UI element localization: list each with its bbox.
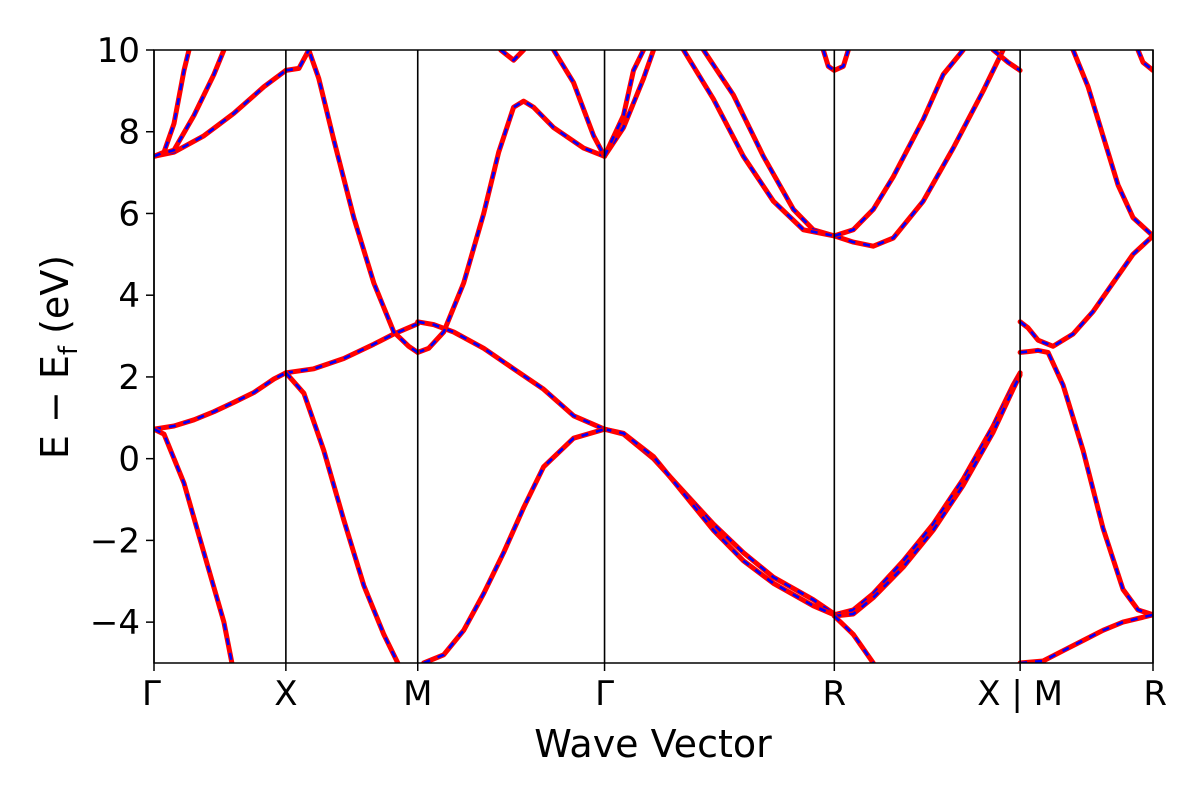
y-ticks: −4 −2 0 2 4 6 8 10 [90,31,154,643]
band-24-solid [831,50,966,239]
band-17-dashed [499,50,525,62]
band-14-solid [154,50,227,159]
band-24-dashed [833,50,965,238]
band-2-dashed [417,320,606,431]
band-15-solid [154,50,192,159]
y-tick-label-3: 2 [118,358,140,398]
x-tick-label-6: R [1143,674,1167,714]
band-27-dashed [1019,234,1153,348]
band-16-dashed [285,50,310,72]
band-6-solid [831,372,1023,619]
y-axis-label-main: E − E [33,355,77,459]
band-7-dashed [833,615,875,663]
band-19-dashed [603,50,655,158]
band-1-dashed [285,322,419,375]
x-tick-label-3: Γ [595,674,614,714]
band-27-solid [1017,233,1153,349]
bands-layer [154,50,1153,663]
x-ticks: Γ X M Γ R X | M R [142,663,1167,714]
band-18-solid [551,50,607,159]
band-2-solid [415,319,607,432]
band-7-solid [831,613,876,663]
y-tick-label-1: −2 [90,521,140,561]
band-28-dashed [1019,349,1153,617]
band-9-solid [283,370,401,663]
x-tick-label-4: R [823,674,847,714]
band-25-solid [820,50,851,73]
band-0-solid [154,370,289,432]
y-tick-label-2: 0 [118,440,140,480]
y-tick-label-7: 10 [97,31,140,71]
plot-frame [153,49,1154,664]
y-tick-label-5: 6 [118,194,140,234]
y-axis-label-unit: (eV) [33,255,77,346]
y-tick-label-0: −4 [90,603,140,643]
band-5-dashed [833,372,1022,617]
x-tick-label-2: M [403,674,432,714]
band-16-solid [283,50,312,73]
band-23-solid [831,50,1006,249]
band-28-solid [1017,347,1153,618]
x-tick-label-5: X | M [977,674,1063,714]
band-4-dashed [604,427,835,616]
band-11-solid [415,98,607,355]
band-23-dashed [833,50,1005,248]
band-30-dashed [1071,50,1153,237]
band-3-solid [602,426,837,617]
band-31-dashed [1136,50,1153,72]
band-14-dashed [154,50,226,158]
band-10-solid [421,426,607,663]
kpoint-lines [153,50,1154,663]
band-3-dashed [604,427,836,616]
y-axis-label: E − Ef (eV) [33,255,84,459]
band-11-dashed [417,99,605,354]
y-tick-label-6: 8 [118,113,140,153]
band-26-dashed [992,50,1021,72]
band-12-solid [306,50,421,355]
band-8-dashed [154,428,234,663]
y-tick-label-4: 4 [118,276,140,316]
band-6-dashed [834,374,1022,618]
band-4-solid [602,426,837,618]
band-20-solid [602,50,646,159]
band-22-dashed [682,50,835,238]
band-21-dashed [702,50,835,238]
x-tick-label-0: Γ [142,674,161,714]
band-8-solid [154,426,235,663]
x-axis-label: Wave Vector [534,722,772,766]
band-10-dashed [423,427,605,663]
band-5-solid [831,370,1023,618]
band-29-solid [1017,612,1153,663]
y-axis-label-subscript: f [54,345,84,355]
x-tick-label-1: X [274,674,297,714]
band-18-dashed [552,50,606,157]
band-12-dashed [307,50,419,354]
